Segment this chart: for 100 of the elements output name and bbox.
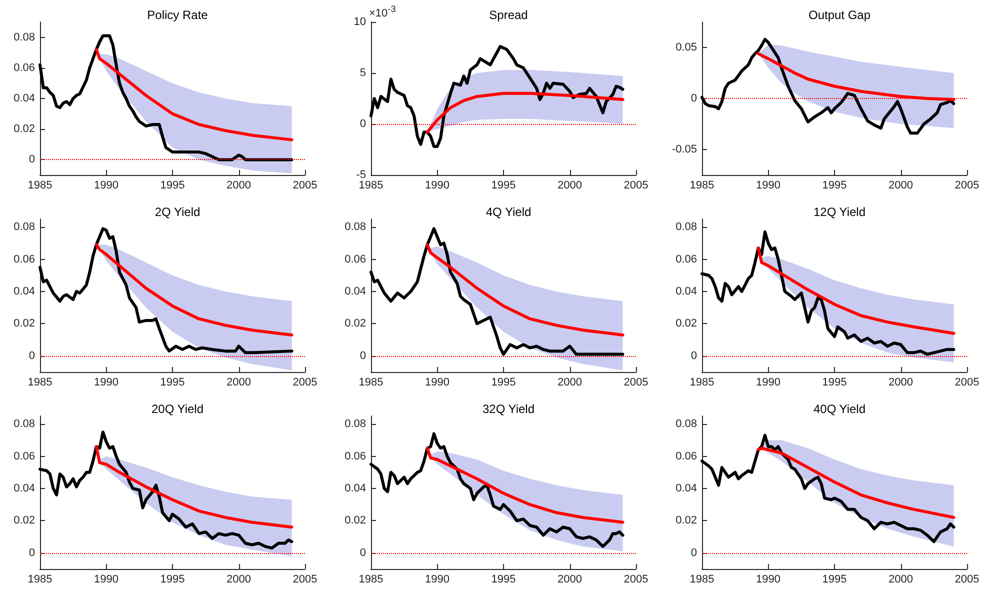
x-tick-label: 2005 xyxy=(624,574,648,586)
y-tick-label: 0 xyxy=(28,546,35,559)
x-tick-label: 2000 xyxy=(558,574,582,586)
line-series xyxy=(700,38,956,135)
line-series xyxy=(38,430,294,550)
chart-title: Policy Rate xyxy=(147,8,208,22)
line-series xyxy=(426,446,624,524)
x-tick-label: 1990 xyxy=(756,574,780,586)
y-tick-label: 0.06 xyxy=(344,450,366,462)
y-tick-label: 0.06 xyxy=(14,62,35,74)
x-tick-label: 2000 xyxy=(558,180,582,192)
y-tick-label: 0.05 xyxy=(676,42,697,54)
chart-title: 12Q Yield xyxy=(813,205,866,219)
line-series xyxy=(94,243,294,336)
y-tick-label: 0.02 xyxy=(344,514,366,527)
x-tick-label: 1990 xyxy=(425,180,450,192)
y-tick-label: 10 xyxy=(354,16,366,28)
y-tick-label: 0 xyxy=(690,546,697,559)
x-tick-label: 2005 xyxy=(624,376,648,388)
y-tick-label: 0 xyxy=(690,350,697,362)
x-tick-label: 1985 xyxy=(690,180,714,192)
x-tick-label: 2005 xyxy=(624,180,648,192)
x-tick-label: 2000 xyxy=(888,180,913,192)
y-tick-label: 0.08 xyxy=(676,418,697,430)
x-tick-label: 2005 xyxy=(292,180,318,192)
y-tick-label: 0.06 xyxy=(344,253,366,266)
y-tick-label: 0.08 xyxy=(676,221,697,234)
chart-title: Output Gap xyxy=(808,8,871,22)
x-tick-label: 2000 xyxy=(888,574,913,586)
chart-title: 20Q Yield xyxy=(151,402,204,416)
x-tick-label: 2005 xyxy=(954,376,980,388)
line-series xyxy=(94,48,294,142)
chart-title: 2Q Yield xyxy=(154,205,200,219)
y-tick-label: 0 xyxy=(28,350,35,362)
y-tick-label: 5 xyxy=(360,67,366,79)
y-tick-label: 0.04 xyxy=(14,285,35,298)
y-tick-label: 0.02 xyxy=(676,318,697,330)
y-tick-label: 0 xyxy=(360,118,366,130)
x-tick-label: 1985 xyxy=(358,180,384,192)
chart-title: 4Q Yield xyxy=(486,205,532,219)
x-tick-label: 1985 xyxy=(358,376,384,388)
text: ×10$^{-3}$ xyxy=(369,4,396,20)
y-tick-label: 0 xyxy=(28,154,35,166)
y-tick-label: 0.04 xyxy=(344,285,366,298)
x-tick-label: 1995 xyxy=(822,180,847,192)
x-tick-label: 1985 xyxy=(358,574,384,586)
y-tick-label: 0.04 xyxy=(676,482,697,494)
y-tick-label: 0.06 xyxy=(14,253,35,266)
y-tick-label: 0.08 xyxy=(14,221,35,234)
x-tick-label: 1985 xyxy=(690,376,714,388)
line-series xyxy=(370,227,624,356)
y-tick-label: 0.02 xyxy=(344,318,366,330)
y-tick-label: 0.08 xyxy=(344,418,366,430)
chart-title: 40Q Yield xyxy=(813,402,866,416)
line-series xyxy=(426,243,624,336)
x-tick-label: 2000 xyxy=(888,376,913,388)
x-tick-label: 1995 xyxy=(491,376,516,388)
x-tick-label: 2000 xyxy=(558,376,582,388)
line-series xyxy=(370,44,624,148)
x-tick-label: 1990 xyxy=(425,376,450,388)
line-series xyxy=(94,445,294,529)
y-tick-label: 0.06 xyxy=(14,450,35,462)
x-tick-label: 1990 xyxy=(94,180,118,192)
line-series xyxy=(38,227,294,354)
y-tick-label: 0.04 xyxy=(14,92,35,104)
y-tick-label: 0.08 xyxy=(14,31,35,44)
y-tick-label: -5 xyxy=(356,169,366,181)
x-tick-label: 1995 xyxy=(160,574,185,586)
x-tick-label: 1995 xyxy=(491,574,516,586)
x-tick-label: 2005 xyxy=(954,574,980,586)
x-tick-label: 1995 xyxy=(160,376,185,388)
y-tick-label: 0.02 xyxy=(14,318,35,330)
y-tick-label: 0.08 xyxy=(344,221,366,234)
x-tick-label: 1985 xyxy=(690,574,714,586)
y-tick-label: 0 xyxy=(690,92,697,104)
x-tick-label: 1995 xyxy=(491,180,516,192)
x-tick-label: 1985 xyxy=(28,180,52,192)
y-tick-label: 0.02 xyxy=(676,514,697,527)
y-tick-label: 0 xyxy=(360,350,366,362)
y-tick-label: 0.08 xyxy=(14,418,35,430)
line-series xyxy=(756,446,956,519)
y-tick-label: 0.06 xyxy=(676,253,697,266)
y-tick-label: 0.04 xyxy=(676,285,697,298)
y-tick-label: 0.02 xyxy=(14,514,35,527)
x-tick-label: 2000 xyxy=(226,180,251,192)
line-series xyxy=(370,432,624,548)
x-tick-label: 2005 xyxy=(292,574,318,586)
x-tick-label: 1990 xyxy=(425,574,450,586)
x-tick-label: 1985 xyxy=(28,376,52,388)
x-tick-label: 1990 xyxy=(94,574,118,586)
x-tick-label: 1990 xyxy=(94,376,118,388)
x-tick-label: 1995 xyxy=(160,180,185,192)
line-series xyxy=(756,246,956,335)
x-tick-label: 1995 xyxy=(822,376,847,388)
chart-title: Spread xyxy=(489,8,528,22)
x-tick-label: 1995 xyxy=(822,574,847,586)
x-tick-label: 2005 xyxy=(954,180,980,192)
y-tick-label: 0.06 xyxy=(676,450,697,462)
x-tick-label: 2000 xyxy=(226,376,251,388)
chart-title: 32Q Yield xyxy=(482,402,535,416)
